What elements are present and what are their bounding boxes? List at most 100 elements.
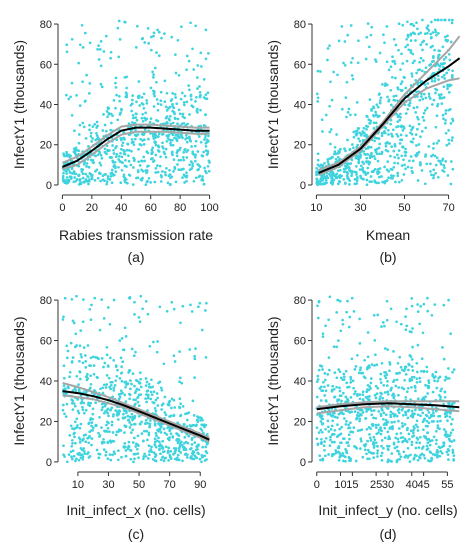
data-point bbox=[434, 87, 437, 91]
data-point bbox=[61, 174, 65, 178]
x-tick-label: 10 bbox=[334, 479, 346, 491]
data-point bbox=[338, 299, 342, 303]
data-point bbox=[385, 299, 389, 303]
data-point bbox=[80, 355, 83, 359]
data-point bbox=[446, 87, 449, 91]
data-point bbox=[421, 445, 425, 449]
data-point bbox=[410, 378, 414, 382]
data-point bbox=[146, 312, 150, 316]
data-point bbox=[137, 388, 141, 392]
data-point bbox=[72, 402, 76, 405]
data-point bbox=[383, 125, 387, 129]
data-point bbox=[336, 423, 339, 426]
data-point bbox=[121, 416, 125, 420]
data-point bbox=[433, 18, 437, 22]
data-point bbox=[69, 450, 73, 454]
data-point bbox=[448, 58, 452, 62]
data-point bbox=[403, 150, 407, 154]
data-point bbox=[71, 427, 74, 430]
data-point bbox=[447, 91, 451, 94]
data-point bbox=[428, 439, 432, 443]
data-point bbox=[336, 398, 339, 402]
data-point bbox=[407, 48, 411, 52]
data-point bbox=[169, 143, 173, 147]
data-point bbox=[190, 437, 194, 440]
data-point bbox=[134, 116, 138, 119]
data-point bbox=[155, 434, 158, 438]
data-point bbox=[422, 418, 426, 422]
data-point bbox=[140, 116, 144, 120]
data-point bbox=[366, 160, 370, 163]
data-point bbox=[83, 100, 87, 103]
data-point bbox=[316, 304, 319, 308]
data-point bbox=[368, 180, 372, 183]
data-point bbox=[374, 384, 378, 388]
fit-line bbox=[316, 402, 460, 411]
data-point bbox=[114, 170, 118, 173]
data-point bbox=[131, 441, 135, 444]
data-point bbox=[89, 382, 93, 386]
data-point bbox=[424, 395, 427, 399]
data-point bbox=[116, 418, 120, 421]
data-point bbox=[123, 442, 127, 445]
data-point bbox=[343, 181, 347, 185]
data-point bbox=[389, 413, 392, 417]
data-point bbox=[163, 411, 167, 414]
data-point bbox=[415, 105, 419, 109]
x-tick-label: 10 bbox=[310, 202, 322, 214]
data-point bbox=[187, 84, 191, 87]
data-point bbox=[417, 150, 421, 154]
data-point bbox=[365, 133, 368, 137]
data-point bbox=[394, 94, 398, 98]
data-point bbox=[97, 456, 101, 460]
data-point bbox=[90, 429, 93, 432]
data-point bbox=[104, 34, 108, 38]
data-point bbox=[121, 141, 125, 145]
data-point bbox=[380, 451, 384, 455]
data-point bbox=[193, 354, 196, 358]
data-point bbox=[171, 150, 174, 154]
data-point bbox=[339, 376, 343, 380]
data-point bbox=[94, 169, 97, 173]
data-point bbox=[400, 80, 404, 83]
data-point bbox=[137, 444, 140, 447]
data-point bbox=[150, 445, 153, 449]
data-point bbox=[88, 128, 91, 132]
data-point bbox=[84, 137, 88, 140]
data-point bbox=[424, 96, 428, 100]
data-point bbox=[155, 51, 158, 54]
data-point bbox=[98, 151, 102, 155]
data-point bbox=[149, 390, 153, 394]
data-point bbox=[182, 448, 186, 452]
data-point bbox=[117, 397, 121, 401]
data-point bbox=[143, 452, 146, 456]
data-point bbox=[92, 364, 96, 367]
data-point bbox=[367, 45, 371, 49]
data-point bbox=[378, 101, 382, 105]
data-point bbox=[443, 122, 447, 125]
data-point bbox=[95, 375, 99, 379]
data-point bbox=[127, 440, 131, 444]
data-point bbox=[137, 80, 141, 83]
data-point bbox=[145, 389, 149, 393]
data-point bbox=[430, 173, 433, 177]
data-point bbox=[78, 359, 81, 363]
data-point bbox=[329, 174, 332, 177]
data-point bbox=[81, 457, 85, 461]
data-point bbox=[406, 107, 410, 111]
data-point bbox=[416, 429, 420, 432]
data-point bbox=[164, 116, 168, 120]
data-point bbox=[180, 134, 183, 138]
data-point bbox=[397, 180, 401, 184]
data-point bbox=[167, 400, 171, 404]
data-point bbox=[432, 174, 436, 177]
data-point bbox=[136, 169, 140, 172]
data-point bbox=[94, 138, 97, 142]
data-point bbox=[126, 181, 129, 185]
data-point bbox=[393, 99, 397, 102]
data-point bbox=[394, 384, 398, 388]
data-point bbox=[109, 383, 113, 387]
data-point bbox=[109, 174, 113, 178]
data-point bbox=[401, 62, 405, 65]
data-point bbox=[124, 335, 128, 338]
